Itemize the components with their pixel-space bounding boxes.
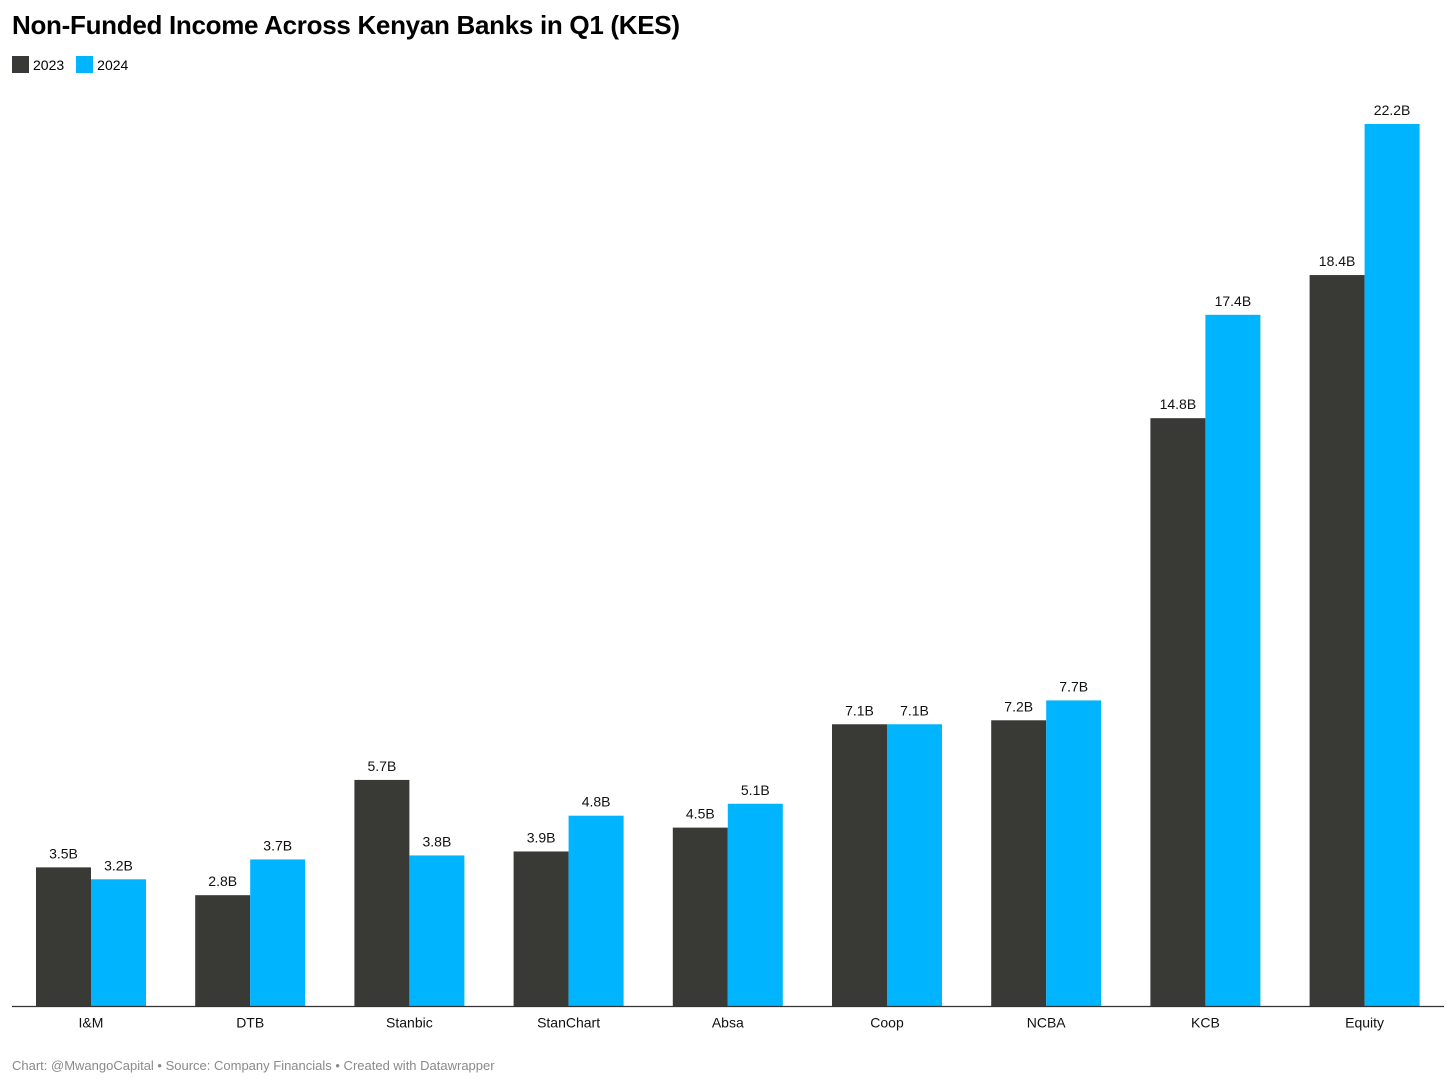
x-tick-label-coop: Coop [870,1015,904,1031]
bar-dtb-2023 [195,895,251,1007]
data-label-coop-2024: 7.1B [900,702,929,718]
bar-stanchart-2023 [513,851,569,1007]
legend-label-2023: 2023 [33,56,65,73]
data-label-kcb-2023: 14.8B [1160,396,1197,412]
x-tick-label-absa: Absa [712,1015,744,1031]
bar-stanbic-2023 [354,779,410,1007]
bar-ncba-2023 [991,720,1047,1007]
data-label-ncba-2024: 7.7B [1059,678,1088,694]
bar-chart: 3.5B 3.2B I&M 2.8B 3.7B DTB 5.7B 3.8B Stanbic 3.9… [12,102,1444,1031]
data-label-stanbic-2023: 5.7B [367,758,396,774]
data-label-absa-2023: 4.5B [686,806,715,822]
data-label-equity-2024: 22.2B [1374,102,1411,118]
chart-footer: Chart: @MwangoCapital • Source: Company … [12,1058,495,1073]
data-label-ncba-2023: 7.2B [1004,698,1033,714]
x-tick-label-ncba: NCBA [1027,1015,1067,1031]
bar-ncba-2024 [1046,700,1102,1007]
data-label-stanchart-2024: 4.8B [582,794,611,810]
x-tick-label-stanbic: Stanbic [386,1015,433,1031]
bar-coop-2024 [887,724,942,1007]
legend: 2023 2024 [12,56,140,73]
bar-iandm-2023 [36,867,91,1007]
x-tick-label-equity: Equity [1345,1015,1384,1031]
x-tick-label-iandm: I&M [79,1015,104,1031]
bar-iandm-2024 [91,879,146,1007]
data-label-iandm-2024: 3.2B [104,857,133,873]
bar-coop-2023 [832,724,887,1007]
bar-equity-2023 [1309,275,1365,1007]
bar-kcb-2024 [1205,314,1261,1007]
data-label-iandm-2023: 3.5B [49,845,78,861]
legend-swatch-2023 [12,56,29,73]
legend-swatch-2024 [76,56,94,73]
bar-dtb-2024 [250,859,306,1007]
data-label-coop-2023: 7.1B [845,702,874,718]
x-tick-label-kcb: KCB [1191,1015,1220,1031]
legend-item-2024: 2024 [76,56,128,73]
x-tick-label-stanchart: StanChart [537,1015,600,1031]
legend-item-2023: 2023 [12,56,64,73]
data-label-stanbic-2024: 3.8B [422,833,451,849]
bar-absa-2024 [727,803,783,1007]
bar-absa-2023 [672,827,728,1007]
chart-title: Non-Funded Income Across Kenyan Banks in… [12,10,680,40]
data-label-stanchart-2023: 3.9B [527,829,556,845]
bar-equity-2024 [1364,124,1420,1007]
x-tick-label-dtb: DTB [236,1015,264,1031]
data-label-kcb-2024: 17.4B [1215,293,1252,309]
data-label-dtb-2024: 3.7B [263,837,292,853]
data-label-absa-2024: 5.1B [741,782,770,798]
data-label-dtb-2023: 2.8B [208,873,237,889]
bar-stanbic-2024 [409,855,465,1007]
data-label-equity-2023: 18.4B [1319,253,1356,269]
legend-label-2024: 2024 [97,56,129,73]
bar-kcb-2023 [1150,418,1206,1007]
bar-stanchart-2024 [568,815,624,1007]
